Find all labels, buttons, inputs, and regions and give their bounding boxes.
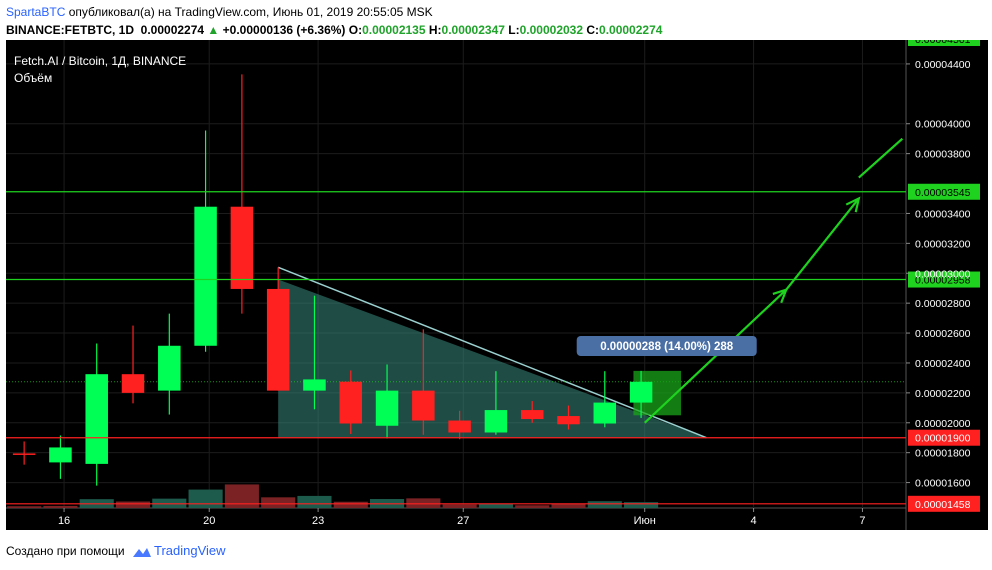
candle-up <box>303 379 326 391</box>
candle-up <box>85 374 108 464</box>
price-tick-label: 0.00003400 <box>915 208 971 220</box>
price-change: +0.00000136 (+6.36%) <box>222 23 346 37</box>
time-tick-label: 7 <box>859 515 865 527</box>
forecast-arrow-line <box>643 288 787 424</box>
price-chart[interactable]: 0.00003545 0.00002958 0.00001900 0.00001458… <box>0 40 992 540</box>
volume-bar <box>333 501 368 508</box>
tradingview-logo-icon <box>132 548 151 557</box>
volume-bar <box>624 502 659 508</box>
measure-label-text: 0.00000288 (14.00%) 288 <box>600 341 734 353</box>
top-price-label: 0.00004561 <box>915 40 971 46</box>
published-text: опубликовал(а) на TradingView.com, Июнь … <box>68 5 433 19</box>
volume-bar <box>587 501 622 508</box>
low-value: 0.00002032 <box>519 23 584 37</box>
volume-bar <box>551 503 586 508</box>
open-label: O: <box>348 23 363 37</box>
forecast-arrow-line <box>858 137 904 179</box>
open-value: 0.00002135 <box>362 23 426 37</box>
price-tick-label: 0.00002200 <box>915 388 971 400</box>
price-tick-label: 0.00002800 <box>915 298 971 310</box>
candle-up <box>49 447 72 463</box>
level-price-tag <box>908 495 980 512</box>
forecast-arrow-line <box>785 197 860 291</box>
volume-bar <box>297 495 332 508</box>
chart-legend-title: Fetch.AI / Bitcoin, 1Д, BINANCE <box>14 54 186 68</box>
volume-bar <box>115 501 151 508</box>
footer-created-with: Создано при помощи <box>6 544 125 558</box>
time-tick-label: 20 <box>203 515 215 527</box>
measure-label-box <box>576 336 757 357</box>
volume-bar <box>7 506 42 508</box>
candle-down <box>412 390 435 421</box>
price-tick-label: 0.00002400 <box>915 358 971 370</box>
level-price-tag <box>908 183 980 200</box>
close-label: C: <box>586 23 600 37</box>
candle-down <box>448 420 471 433</box>
time-tick-label: 23 <box>312 515 324 527</box>
footer-brand[interactable]: TradingView <box>153 543 226 558</box>
forecast-arrow-head <box>845 196 861 213</box>
candle-up <box>194 206 217 346</box>
last-price: 0.00002274 <box>140 23 205 37</box>
publisher-username[interactable]: SpartaBTC <box>6 5 66 19</box>
price-tick-label: 0.00002600 <box>915 328 971 340</box>
candle-down <box>12 453 36 455</box>
volume-bar <box>188 489 223 508</box>
high-value: 0.00002347 <box>441 23 505 37</box>
time-tick-label: 4 <box>751 515 757 527</box>
time-tick-label: 16 <box>58 515 70 527</box>
publish-info: SpartaBTC опубликовал(а) на TradingView.… <box>6 5 433 19</box>
volume-bar <box>406 498 441 508</box>
volume-bar <box>515 505 550 508</box>
high-label: H: <box>428 23 442 37</box>
time-tick-label: Июн <box>634 515 656 527</box>
level-price-label: 0.00001900 <box>915 433 971 445</box>
level-price-tag <box>908 429 980 446</box>
candle-up <box>593 402 617 424</box>
price-tick-label: 0.00003000 <box>915 268 971 280</box>
footer: Создано при помощи TradingView <box>6 543 226 558</box>
low-label: L: <box>508 23 520 37</box>
candle-up <box>484 410 508 433</box>
candle-down <box>557 416 580 425</box>
up-triangle-icon: ▲ <box>207 23 220 37</box>
candle-up <box>375 390 399 426</box>
candle-down <box>520 410 544 420</box>
price-tick-label: 0.00004000 <box>915 119 971 131</box>
candle-down <box>266 288 290 391</box>
price-tick-label: 0.00003200 <box>915 238 971 250</box>
candle-down <box>339 381 363 424</box>
volume-bar <box>43 505 78 508</box>
volume-bar <box>442 504 477 508</box>
level-price-label: 0.00003545 <box>915 187 971 199</box>
volume-bar <box>224 484 259 508</box>
candle-up <box>629 381 653 403</box>
symbol: BINANCE:FETBTC, 1D <box>6 23 134 37</box>
level-price-label: 0.00002958 <box>915 275 971 287</box>
volume-legend: Объём <box>14 71 52 85</box>
top-price-tag <box>908 40 980 46</box>
time-tick-label: 27 <box>457 515 469 527</box>
price-tick-label: 0.00002000 <box>915 418 971 430</box>
price-tick-label: 0.00001800 <box>915 448 971 460</box>
price-tick-label: 0.00001600 <box>915 478 971 490</box>
candle-down <box>230 206 254 289</box>
symbol-ohlc-line: BINANCE:FETBTC, 1D 0.00002274 ▲ +0.00000… <box>6 23 662 37</box>
price-tick-label: 0.00003800 <box>915 149 971 161</box>
volume-bar <box>478 503 513 508</box>
plot-background <box>6 40 906 530</box>
level-price-tag <box>908 271 980 288</box>
volume-bar <box>261 497 296 508</box>
close-value: 0.00002274 <box>599 23 663 37</box>
candle-down <box>121 374 145 393</box>
level-price-label: 0.00001458 <box>915 499 971 511</box>
candle-up <box>158 345 181 391</box>
price-tick-label: 0.00004400 <box>915 59 971 71</box>
